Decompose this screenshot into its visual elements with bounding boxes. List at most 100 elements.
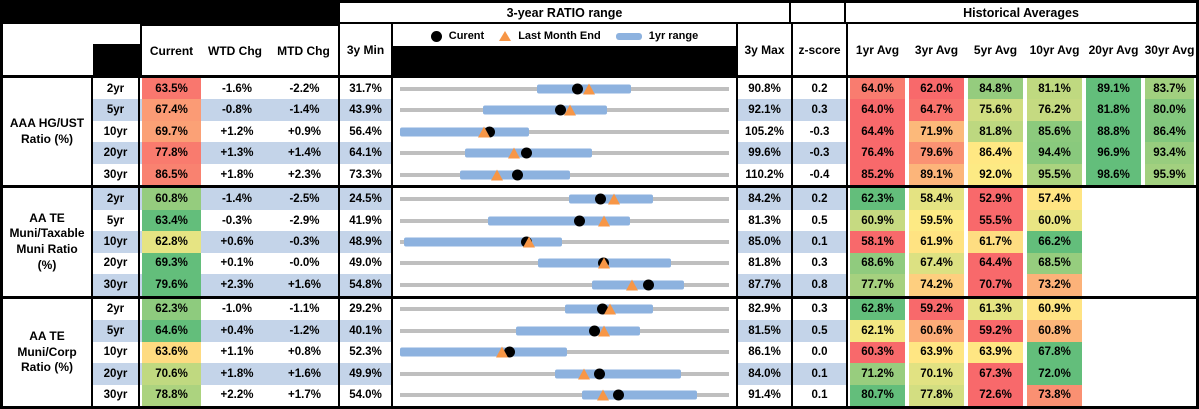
chart-header-black-bar — [393, 46, 736, 75]
current-value: 67.4% — [142, 99, 201, 121]
current-value-cell: 64.6% — [140, 320, 203, 342]
table-row: 5yr 64.6% +0.4% -1.2% 40.1% 81.5% 0.5 62.1% 60.6… — [93, 320, 1196, 342]
3y-max-column-header: 3y Max — [738, 24, 793, 75]
table-row: 30yr 86.5% +1.8% +2.3% 73.3% 110.2% -0.4 85.2% 8… — [93, 163, 1196, 186]
header-top-spacer — [3, 3, 338, 22]
current-dot — [594, 193, 606, 205]
range-track — [399, 393, 730, 398]
avg-value: 64.7% — [909, 99, 964, 121]
header-top-blank — [791, 3, 846, 22]
current-value-cell: 69.7% — [140, 120, 203, 143]
range-chart-cell — [393, 99, 738, 121]
avg-value: 59.2% — [968, 320, 1023, 342]
avg-value: 61.7% — [968, 231, 1023, 253]
avg-cell-1yr-avg: 64.0% — [848, 99, 907, 121]
avg-cell-3yr-avg: 63.9% — [907, 341, 966, 364]
avg-cell-20yr-avg: 88.8% — [1084, 120, 1143, 143]
avg-cell-30yr-avg: 86.4% — [1143, 120, 1196, 143]
avg-cell-3yr-avg: 58.4% — [907, 188, 966, 210]
mtd-chg-column-header: MTD Chg — [277, 43, 330, 58]
tenor-cell: 5yr — [93, 209, 140, 232]
avg-cell-5yr-avg: 61.3% — [966, 298, 1025, 321]
z-score-cell: 0.8 — [793, 274, 848, 296]
avg-cell-30yr-avg — [1143, 320, 1196, 342]
current-value-cell: 62.3% — [140, 298, 203, 321]
avg-value: 60.9% — [850, 209, 905, 232]
avg-value: 61.3% — [968, 298, 1023, 321]
avg-cell-1yr-avg: 80.7% — [848, 384, 907, 406]
wtd-chg-cell: +2.2% — [203, 384, 271, 406]
range-chart-cell — [393, 163, 738, 186]
current-dot — [597, 303, 609, 315]
current-value: 62.8% — [142, 231, 201, 253]
wtd-chg-cell: -0.3% — [203, 209, 271, 232]
chart-legend: Curent Last Month End 1yr range — [393, 24, 736, 48]
avg-value: 63.9% — [909, 341, 964, 364]
avg-cell-1yr-avg: 68.6% — [848, 252, 907, 275]
table-row: 10yr 63.6% +1.1% +0.8% 52.3% 86.1% 0.0 60.3% 63.… — [93, 341, 1196, 364]
avg-value: 74.2% — [909, 274, 964, 296]
z-score-cell: 0.2 — [793, 188, 848, 210]
current-dot — [594, 368, 606, 380]
range-chart-cell — [393, 298, 738, 321]
tenor-cell: 30yr — [93, 384, 140, 406]
current-value-cell: 77.8% — [140, 142, 203, 164]
range-track — [399, 240, 730, 244]
3y-min-cell: 43.9% — [340, 99, 393, 121]
table-row: 30yr 79.6% +2.3% +1.6% 54.8% 87.7% 0.8 77.7% 74.… — [93, 274, 1196, 296]
3y-min-column-header: 3y Min — [340, 24, 393, 75]
avg-cell-1yr-avg: 58.1% — [848, 231, 907, 253]
avg-cell-10yr-avg: 73.2% — [1025, 274, 1084, 296]
3y-max-cell: 91.4% — [738, 384, 793, 406]
avg-cell-5yr-avg: 55.5% — [966, 209, 1025, 232]
avg-value: 68.6% — [850, 252, 905, 275]
avg-cell-5yr-avg: 70.7% — [966, 274, 1025, 296]
avg-cell-1yr-avg: 64.0% — [848, 78, 907, 100]
wtd-chg-cell: -1.6% — [203, 78, 271, 100]
tenor-cell: 10yr — [93, 120, 140, 143]
avg-value: 67.8% — [1027, 341, 1082, 364]
current-dot-icon — [430, 30, 442, 42]
current-dot — [504, 346, 516, 358]
avg-cell-30yr-avg — [1143, 341, 1196, 364]
current-value: 78.8% — [142, 384, 201, 406]
z-score-cell: 0.3 — [793, 99, 848, 121]
group-rows: 2yr 62.3% -1.0% -1.1% 29.2% 82.9% 0.3 62.8% 59.2… — [93, 298, 1196, 406]
wtd-chg-cell: +0.1% — [203, 252, 271, 275]
current-value: 63.4% — [142, 209, 201, 232]
range-chart-cell — [393, 188, 738, 210]
current-value: 63.6% — [142, 341, 201, 364]
mtd-chg-cell: +1.6% — [271, 274, 340, 296]
3y-max-cell: 86.1% — [738, 341, 793, 364]
avg-cell-1yr-avg: 62.8% — [848, 298, 907, 321]
avg-value: 81.1% — [1027, 78, 1082, 100]
avg-cell-3yr-avg: 79.6% — [907, 142, 966, 164]
avg-value: 93.4% — [1145, 142, 1194, 164]
last-month-end-marker — [496, 346, 509, 358]
group-rows: 2yr 63.5% -1.6% -2.2% 31.7% 90.8% 0.2 64.0% 62.0… — [93, 78, 1196, 186]
avg-value: 71.2% — [850, 363, 905, 385]
avg-value: 75.6% — [968, 99, 1023, 121]
avg-value: 80.0% — [1145, 99, 1194, 121]
avg-cell-10yr-avg: 72.0% — [1025, 363, 1084, 385]
avg-value: 92.0% — [968, 163, 1023, 186]
avg-value: 95.5% — [1027, 163, 1082, 186]
tenor-cell: 2yr — [93, 78, 140, 100]
wtd-chg-cell: +1.2% — [203, 120, 271, 143]
current-value: 60.8% — [142, 188, 201, 210]
avg-cell-30yr-avg — [1143, 298, 1196, 321]
table-row: 20yr 69.3% +0.1% -0.0% 49.0% 81.8% 0.3 68.6% 67.… — [93, 252, 1196, 275]
ratio-group: AAA HG/UST Ratio (%) 2yr 63.5% -1.6% -2.2% 31… — [3, 78, 1196, 189]
avg-value: 59.2% — [909, 298, 964, 321]
last-month-end-marker — [597, 389, 610, 401]
avg-cell-10yr-avg: 81.1% — [1025, 78, 1084, 100]
avg-column-header: 30yr Avg — [1144, 42, 1195, 57]
avg-value: 73.2% — [1027, 274, 1082, 296]
range-bar-1yr — [515, 326, 641, 336]
avg-value: 70.7% — [968, 274, 1023, 296]
current-dot — [521, 147, 533, 159]
avg-cell-20yr-avg — [1084, 209, 1143, 232]
avg-value: 83.7% — [1145, 78, 1194, 100]
last-month-end-marker — [578, 368, 591, 380]
avg-value: 60.9% — [1027, 298, 1082, 321]
